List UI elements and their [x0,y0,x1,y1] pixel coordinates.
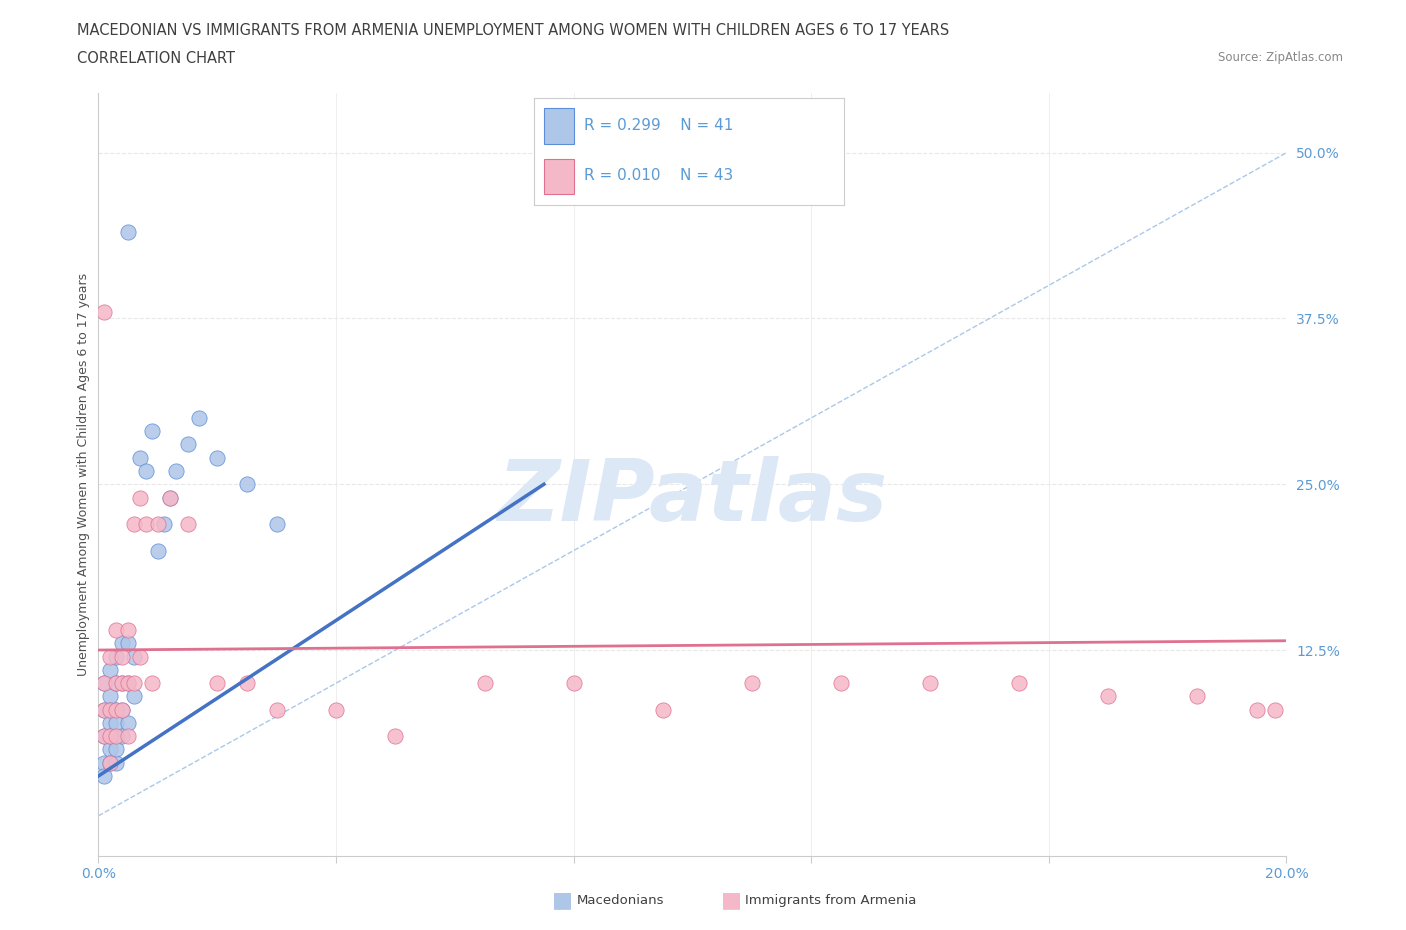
Point [117,729,139,744]
Point [146,543,169,558]
Point [111,676,134,691]
Point [111,702,134,717]
Text: MACEDONIAN VS IMMIGRANTS FROM ARMENIA UNEMPLOYMENT AMONG WOMEN WITH CHILDREN AGE: MACEDONIAN VS IMMIGRANTS FROM ARMENIA UN… [77,23,949,38]
Point [111,649,134,664]
Point [98,755,121,770]
Point [474,676,496,691]
Text: Macedonians: Macedonians [576,894,664,907]
Text: ZIPatlas: ZIPatlas [498,456,887,538]
Point [384,729,406,744]
Text: R = 0.299    N = 41: R = 0.299 N = 41 [583,118,733,134]
Point [98,729,121,744]
Point [159,490,181,505]
Point [93,729,115,744]
Point [129,450,152,465]
Point [105,702,128,717]
Point [93,702,115,717]
Point [188,410,211,425]
Point [152,516,174,531]
Point [141,676,163,691]
Point [129,490,152,505]
Point [176,516,198,531]
Point [98,702,121,717]
Text: ■: ■ [553,890,572,910]
Point [98,729,121,744]
Point [105,729,128,744]
Text: Immigrants from Armenia: Immigrants from Armenia [745,894,917,907]
Point [236,676,259,691]
Point [325,702,347,717]
Point [117,676,139,691]
Point [1246,702,1268,717]
Point [117,623,139,638]
Point [129,649,152,664]
Point [117,676,139,691]
Point [98,689,121,704]
Point [105,702,128,717]
Point [93,702,115,717]
Text: ■: ■ [721,890,741,910]
Point [111,636,134,651]
Point [98,649,121,664]
Point [98,742,121,757]
Bar [544,159,575,194]
Point [117,225,139,240]
Point [205,676,228,691]
Text: CORRELATION CHART: CORRELATION CHART [77,51,235,66]
Point [105,729,128,744]
Point [135,463,157,478]
Point [135,516,157,531]
Bar [544,109,575,143]
Point [105,676,128,691]
Point [117,715,139,730]
Point [93,755,115,770]
Point [122,689,145,704]
Point [93,768,115,783]
Point [266,516,288,531]
Point [98,755,121,770]
Point [122,516,145,531]
Point [1264,702,1286,717]
Point [111,729,134,744]
Point [236,477,259,492]
Point [105,623,128,638]
Point [146,516,169,531]
Point [105,676,128,691]
Point [122,676,145,691]
Point [105,649,128,664]
Point [105,715,128,730]
Point [122,649,145,664]
Point [93,729,115,744]
Point [920,676,942,691]
Text: R = 0.010    N = 43: R = 0.010 N = 43 [583,167,733,182]
Point [93,676,115,691]
Point [105,742,128,757]
Y-axis label: Unemployment Among Women with Children Ages 6 to 17 years: Unemployment Among Women with Children A… [77,272,90,676]
Point [741,676,763,691]
Point [93,304,115,319]
Point [111,702,134,717]
Point [93,676,115,691]
Point [159,490,181,505]
Point [141,424,163,439]
Point [111,676,134,691]
Point [117,636,139,651]
Point [98,702,121,717]
Point [176,437,198,452]
Point [266,702,288,717]
Point [1097,689,1119,704]
Point [98,715,121,730]
Point [1187,689,1209,704]
Point [165,463,187,478]
Point [205,450,228,465]
Text: Source: ZipAtlas.com: Source: ZipAtlas.com [1218,51,1343,64]
Point [830,676,852,691]
Point [1008,676,1031,691]
Point [651,702,673,717]
Point [562,676,585,691]
Point [98,662,121,677]
Point [105,755,128,770]
